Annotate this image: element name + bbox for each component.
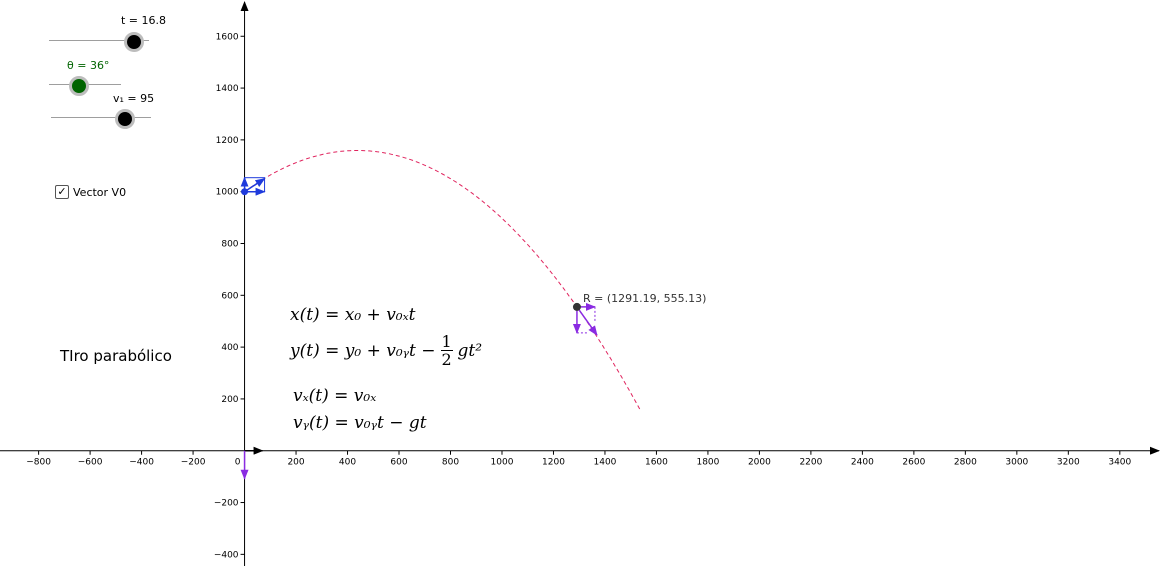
y-tick-label: 1600 <box>216 32 239 42</box>
x-tick-label: −600 <box>78 458 103 468</box>
slider-v1[interactable]: v₁ = 95 <box>51 91 171 131</box>
x-tick-label: 1600 <box>645 458 668 468</box>
slider-t-label: t = 16.8 <box>121 14 167 27</box>
equation-x: x(t) = x₀ + v₀ₓt <box>290 305 416 325</box>
y-tick-label: 600 <box>221 291 238 301</box>
x-tick-label: 2200 <box>799 458 822 468</box>
slider-v1-knob[interactable] <box>115 109 135 129</box>
check-icon: ✓ <box>57 185 67 198</box>
x-tick-label: 3200 <box>1057 458 1080 468</box>
x-tick-label: 400 <box>339 458 356 468</box>
vector-v0-box <box>244 177 266 193</box>
x-tick-label: 2000 <box>748 458 771 468</box>
trajectory-curve[interactable] <box>244 150 641 411</box>
x-tick-label: 600 <box>390 458 407 468</box>
equation-y-fraction: 1 2 <box>440 332 453 369</box>
slider-t[interactable]: t = 16.8 <box>49 12 169 52</box>
checkbox-box[interactable]: ✓ <box>55 185 69 199</box>
checkbox-label: Vector V0 <box>73 185 127 199</box>
x-tick-label: 3400 <box>1108 458 1131 468</box>
equation-vy: vᵧ(t) = v₀ᵧt − gt <box>293 413 427 433</box>
slider-t-knob[interactable] <box>124 32 144 52</box>
x-tick-label: 1800 <box>696 458 719 468</box>
tick-labels: −800 −600 −400 −200 0 200 400 600 800 1000 1200 140… <box>26 32 1131 560</box>
x-tick-label: 3000 <box>1005 458 1028 468</box>
slider-t-track[interactable] <box>49 40 149 41</box>
x-tick-label: 800 <box>442 458 459 468</box>
x-tick-label: 200 <box>287 458 304 468</box>
y-tick-label: 1200 <box>216 136 239 146</box>
fraction-bar <box>440 350 453 351</box>
fraction-numerator: 1 <box>441 332 452 351</box>
slider-v1-label: v₁ = 95 <box>113 92 155 105</box>
y-tick-label: 1400 <box>216 84 239 94</box>
velocity-vector-r <box>576 306 598 336</box>
y-tick-label: 1000 <box>216 188 239 198</box>
y-tick-label: −200 <box>214 499 239 509</box>
fraction-denominator: 2 <box>441 350 452 369</box>
equation-y: y(t) = y₀ + v₀ᵧt − 1 2 gt² <box>290 333 482 368</box>
launch-point[interactable] <box>241 188 249 196</box>
x-tick-label: 1000 <box>491 458 514 468</box>
title-text: TIro parabólico <box>60 347 172 365</box>
equation-vx: vₓ(t) = v₀ₓ <box>293 386 377 406</box>
slider-theta-label: θ = 36° <box>67 59 110 72</box>
y-tick-label: 400 <box>221 343 238 353</box>
x-tick-label: −400 <box>129 458 154 468</box>
x-tick-label: 1400 <box>594 458 617 468</box>
equation-y-lhs: y(t) = y₀ + v₀ᵧt − <box>290 340 436 361</box>
slider-theta[interactable]: θ = 36° <box>49 58 169 98</box>
x-tick-label: −200 <box>181 458 206 468</box>
point-r[interactable] <box>572 302 581 311</box>
x-tick-label: 2400 <box>851 458 874 468</box>
equation-y-rhs: gt² <box>457 340 483 361</box>
x-tick-label: 1200 <box>542 458 565 468</box>
x-tick-label: 0 <box>235 458 241 468</box>
checkbox-vector-v0[interactable]: ✓ Vector V0 <box>55 185 126 199</box>
y-tick-label: 800 <box>221 239 238 249</box>
slider-v1-track[interactable] <box>51 117 151 118</box>
x-tick-label: 2800 <box>954 458 977 468</box>
vector-v0 <box>244 178 266 193</box>
vectors <box>240 176 598 480</box>
x-tick-label: 2600 <box>902 458 925 468</box>
y-tick-label: −400 <box>214 550 239 560</box>
point-r-label: R = (1291.19, 555.13) <box>583 292 707 305</box>
x-tick-label: −800 <box>26 458 51 468</box>
slider-theta-knob[interactable] <box>69 76 89 96</box>
y-tick-label: 200 <box>221 395 238 405</box>
